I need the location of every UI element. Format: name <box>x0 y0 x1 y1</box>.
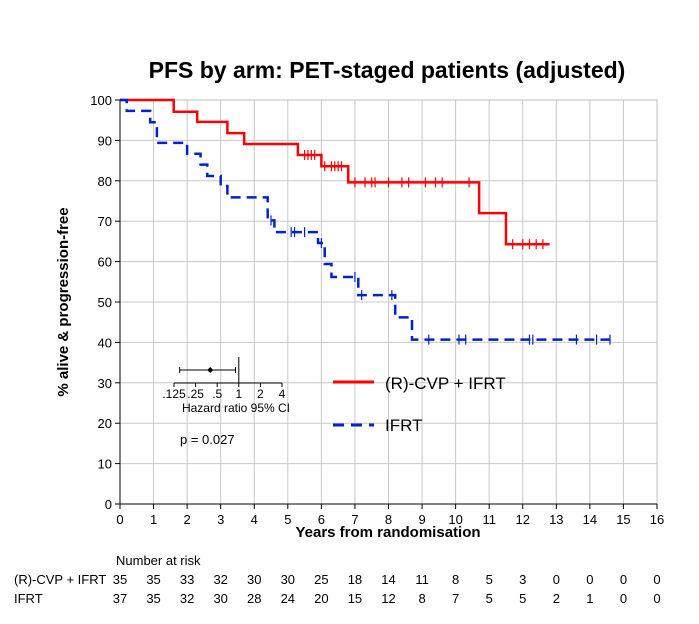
risk-count: 12 <box>381 591 395 606</box>
forest-tick-label: .5 <box>212 387 222 401</box>
x-tick-label: 13 <box>549 512 563 527</box>
risk-count: 35 <box>146 572 160 587</box>
risk-count: 25 <box>314 572 328 587</box>
series-layer <box>120 98 614 345</box>
x-tick-label: 14 <box>583 512 597 527</box>
risk-count: 0 <box>553 572 560 587</box>
x-tick-label: 2 <box>184 512 191 527</box>
risk-count: 14 <box>381 572 395 587</box>
y-tick-label: 10 <box>98 457 112 472</box>
x-tick-label: 4 <box>251 512 258 527</box>
risk-row-label-rcvp: (R)-CVP + IFRT <box>14 572 106 587</box>
risk-count: 0 <box>653 591 660 606</box>
risk-count: 30 <box>281 572 295 587</box>
risk-count: 5 <box>519 591 526 606</box>
risk-count: 15 <box>348 591 362 606</box>
risk-row-label-ifrt: IFRT <box>14 591 43 606</box>
forest-tick-label: 1 <box>235 387 242 401</box>
y-tick-labels: 0 10 20 30 40 50 60 70 80 90 100 <box>90 93 112 512</box>
y-tick-label: 0 <box>105 497 112 512</box>
legend-label-rcvp: (R)-CVP + IFRT <box>385 374 506 393</box>
series-line-ifrt <box>120 98 614 341</box>
x-tick-label: 1 <box>150 512 157 527</box>
risk-count: 18 <box>348 572 362 587</box>
chart-title: PFS by arm: PET-staged patients (adjuste… <box>149 57 626 83</box>
p-value: p = 0.027 <box>180 432 235 447</box>
y-tick-label: 70 <box>98 214 112 229</box>
y-tick-label: 90 <box>98 133 112 148</box>
y-tick-label: 60 <box>98 255 112 270</box>
series-line-rcvp <box>120 98 550 246</box>
risk-count: 35 <box>146 591 160 606</box>
risk-count: 2 <box>553 591 560 606</box>
x-tick-label: 12 <box>516 512 530 527</box>
x-tick-label: 16 <box>650 512 664 527</box>
forest-estimate <box>207 367 214 373</box>
risk-count: 30 <box>247 572 261 587</box>
x-tick-label: 10 <box>448 512 462 527</box>
risk-count: 5 <box>486 572 493 587</box>
risk-count: 30 <box>213 591 227 606</box>
risk-count: 0 <box>620 591 627 606</box>
x-tick-label: 7 <box>351 512 358 527</box>
risk-count: 20 <box>314 591 328 606</box>
risk-count: 8 <box>418 591 425 606</box>
risk-count: 5 <box>486 591 493 606</box>
risk-count: 11 <box>415 572 429 587</box>
y-axis-label: % alive & progression-free <box>55 207 72 396</box>
risk-count: 0 <box>653 572 660 587</box>
risk-count: 28 <box>247 591 261 606</box>
risk-count: 35 <box>113 572 127 587</box>
risk-count: 1 <box>586 591 593 606</box>
x-tick-label: 6 <box>318 512 325 527</box>
x-tick-labels: 0 1 2 3 4 5 6 7 8 9 10 11 12 13 14 15 16 <box>116 512 664 527</box>
forest-tick-label: 2 <box>257 387 264 401</box>
risk-count: 3 <box>519 572 526 587</box>
risk-table-heading: Number at risk <box>116 553 201 568</box>
risk-count: 0 <box>586 572 593 587</box>
risk-count: 32 <box>213 572 227 587</box>
x-axis-label: Years from randomisation <box>295 524 480 541</box>
x-tick-label: 3 <box>217 512 224 527</box>
risk-count: 33 <box>180 572 194 587</box>
forest-tick-label: .125 <box>162 387 186 401</box>
forest-tick-label: .25 <box>187 387 204 401</box>
risk-count: 24 <box>281 591 295 606</box>
risk-count: 32 <box>180 591 194 606</box>
y-tick-label: 80 <box>98 174 112 189</box>
y-tick-label: 40 <box>98 335 112 350</box>
legend: (R)-CVP + IFRT IFRT <box>333 374 506 435</box>
legend-label-ifrt: IFRT <box>385 416 422 435</box>
risk-table: 35 35 33 32 30 30 25 18 14 11 8 5 3 0 0 0 037 35 32 30 28 24 2… <box>113 572 661 606</box>
y-tick-label: 30 <box>98 376 112 391</box>
x-tick-label: 15 <box>616 512 630 527</box>
forest-tick-label: 4 <box>279 387 286 401</box>
risk-count: 7 <box>452 591 459 606</box>
risk-count: 8 <box>452 572 459 587</box>
x-tick-label: 9 <box>418 512 425 527</box>
x-tick-label: 8 <box>385 512 392 527</box>
forest-label: Hazard ratio 95% CI <box>182 401 290 415</box>
risk-count: 0 <box>620 572 627 587</box>
y-tick-label: 20 <box>98 416 112 431</box>
axes <box>115 99 658 509</box>
x-tick-label: 5 <box>284 512 291 527</box>
forest-plot: .125.25 .5 1 2 4 <box>162 357 286 401</box>
x-tick-label: 11 <box>482 512 496 527</box>
x-tick-label: 0 <box>116 512 123 527</box>
risk-count: 37 <box>113 591 127 606</box>
y-tick-label: 50 <box>98 295 112 310</box>
y-tick-label: 100 <box>90 93 112 108</box>
